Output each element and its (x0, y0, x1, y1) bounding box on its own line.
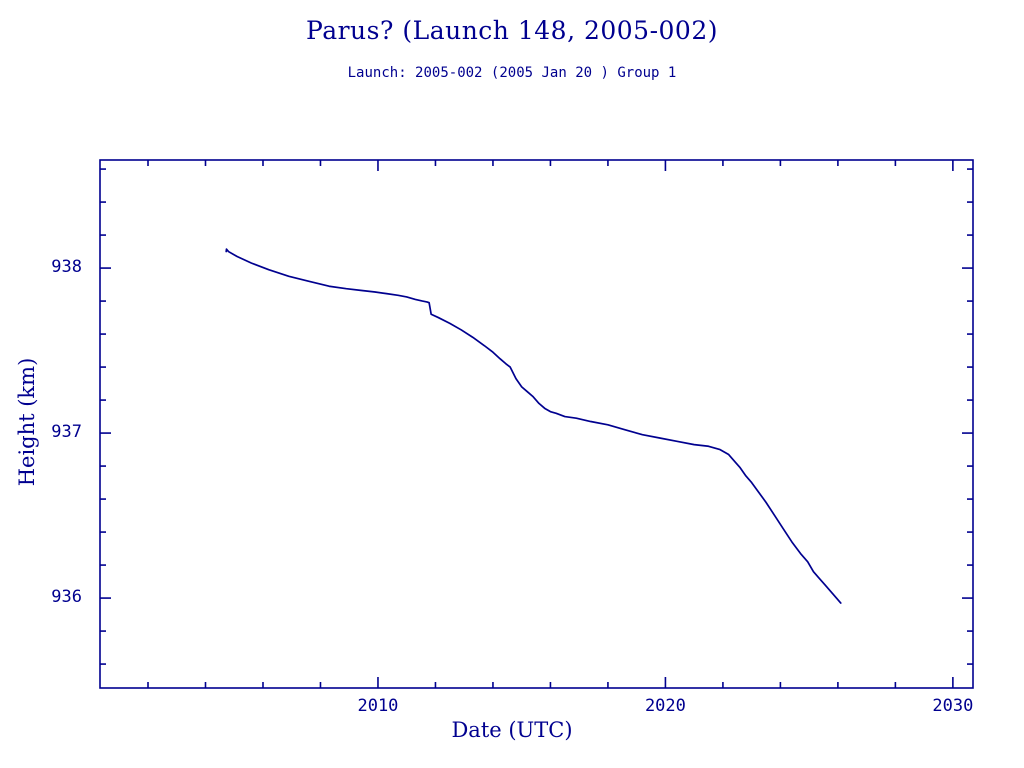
axis-ticks (100, 160, 973, 688)
data-series-line (225, 248, 842, 604)
plot-frame-rect (99, 159, 974, 689)
series-line (225, 248, 842, 604)
x-axis-label: Date (UTC) (451, 718, 573, 742)
y-tick-label: 936 (51, 587, 82, 608)
plot-frame (99, 159, 974, 689)
x-tick-label: 2030 (932, 696, 974, 716)
x-tick-label: 2010 (357, 696, 399, 716)
x-tick-label: 2020 (644, 696, 686, 716)
y-tick-label: 938 (51, 257, 82, 278)
chart-subtitle: Launch: 2005-002 (2005 Jan 20 ) Group 1 (347, 65, 677, 81)
chart-title: Parus? (Launch 148, 2005-002) (306, 16, 718, 45)
y-tick-label: 937 (51, 422, 82, 443)
